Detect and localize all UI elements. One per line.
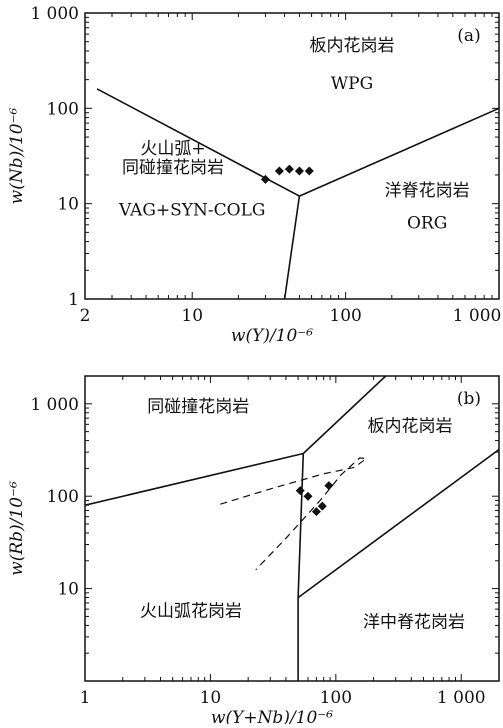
boundary-line <box>283 195 301 299</box>
plot-frame <box>84 12 500 300</box>
boundary-line <box>85 452 304 506</box>
data-point <box>284 164 294 174</box>
data-point <box>274 166 284 176</box>
y-tick-label: 1 000 <box>30 395 79 415</box>
plot-frame <box>84 375 500 682</box>
field-label: 板内花岗岩 <box>367 417 452 437</box>
x-tick-label: 1 <box>80 688 91 708</box>
data-point <box>294 166 304 176</box>
y-tick-label: 10 <box>57 580 79 600</box>
x-tick-label: 1 000 <box>453 306 502 326</box>
boundary-line <box>302 376 387 455</box>
field-label: 火山弧+ <box>140 139 205 159</box>
data-point <box>324 481 334 491</box>
y-axis-title: w(Rb)/10⁻⁶ <box>7 481 27 576</box>
field-label: 同碰撞花岗岩 <box>122 158 224 178</box>
chart-panel-a: 2 10 100 1 000 1 10 100 1 000 w(Y)/10⁻⁶ w(Nb)/10⁻… <box>7 4 501 346</box>
data-point <box>311 507 321 517</box>
y-tick-label: 10 <box>57 195 79 215</box>
boundary-line <box>297 453 305 598</box>
field-label: 板内花岗岩 <box>309 36 394 56</box>
y-tick-label: 100 <box>47 99 79 119</box>
y-axis-title: w(Nb)/10⁻⁶ <box>7 107 27 204</box>
x-axis-title: w(Y+Nb)/10⁻⁶ <box>211 708 333 724</box>
dashed-field-outline <box>220 457 368 571</box>
boundary-line <box>297 448 499 599</box>
x-tick-label: 10 <box>200 688 222 708</box>
field-label: 火山弧花岗岩 <box>140 601 242 621</box>
field-label: 洋脊花岗岩 <box>385 181 470 201</box>
x-axis-title: w(Y)/10⁻⁶ <box>231 326 313 346</box>
data-point <box>295 486 305 496</box>
panel-label: (b) <box>457 389 481 409</box>
x-tick-label: 1 000 <box>437 688 486 708</box>
data-point <box>317 501 327 511</box>
data-point <box>304 166 314 176</box>
boundary-line <box>299 107 499 197</box>
y-tick-label: 1 <box>68 290 79 310</box>
field-label: ORG <box>407 213 447 233</box>
field-label: VAG+SYN-COLG <box>118 201 266 221</box>
x-tick-label: 100 <box>329 306 361 326</box>
chart-panel-b: 1 10 100 1 000 10 100 1 000 w(Y+Nb)/10⁻⁶ w(Rb)/1… <box>7 375 500 728</box>
data-point <box>260 174 270 184</box>
field-label: WPG <box>331 74 374 94</box>
x-tick-label: 2 <box>80 306 91 326</box>
x-tick-label: 100 <box>320 688 352 708</box>
y-tick-label: 100 <box>47 487 79 507</box>
x-tick-label: 10 <box>181 306 203 326</box>
field-label: 同碰撞花岗岩 <box>147 397 249 417</box>
boundary-lines <box>85 376 499 681</box>
data-point <box>303 491 313 501</box>
y-tick-label: 1 000 <box>30 4 79 24</box>
field-label: 洋中脊花岗岩 <box>363 612 465 632</box>
panel-label: (a) <box>457 26 480 46</box>
